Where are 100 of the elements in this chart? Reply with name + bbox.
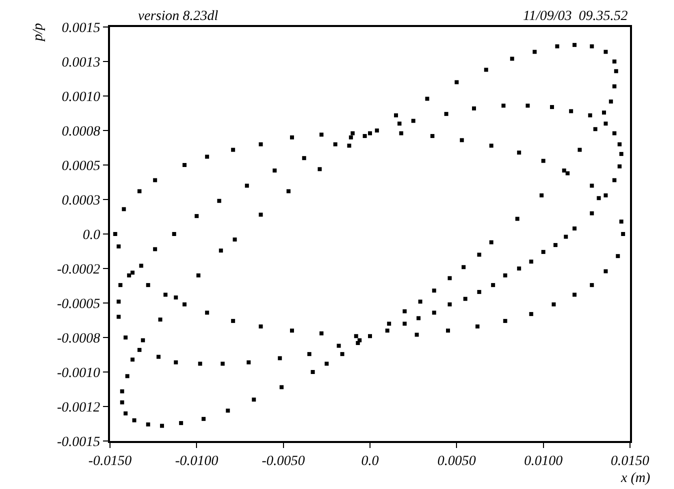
- point: [564, 234, 568, 239]
- point: [572, 292, 577, 297]
- point: [612, 178, 616, 182]
- point: [172, 232, 176, 236]
- point: [174, 295, 178, 300]
- point: [619, 220, 624, 224]
- point: [319, 331, 324, 336]
- point: [385, 328, 390, 333]
- x-tick-label: 0.0100: [524, 454, 563, 469]
- point: [541, 250, 546, 254]
- point: [604, 269, 608, 274]
- point: [572, 42, 577, 47]
- point: [182, 163, 187, 167]
- point: [336, 344, 341, 348]
- y-tick-label: 0.0008: [62, 124, 100, 140]
- x-axis-title: x (m): [620, 471, 650, 486]
- y-tick-label: 0.0013: [62, 55, 100, 70]
- point: [430, 134, 434, 138]
- point: [350, 131, 355, 136]
- point: [156, 354, 161, 359]
- y-tick-label: -0.0005: [57, 296, 100, 312]
- y-tick-label: 0.0: [82, 228, 100, 243]
- point: [555, 44, 560, 48]
- point: [113, 232, 118, 236]
- point: [146, 283, 150, 288]
- point: [137, 348, 142, 352]
- point: [569, 109, 574, 114]
- point: [550, 105, 554, 110]
- point: [621, 232, 626, 236]
- point: [510, 56, 514, 61]
- y-axis-title: p/p: [31, 23, 46, 42]
- point: [526, 104, 530, 108]
- point: [484, 68, 488, 72]
- point: [590, 211, 594, 216]
- point: [179, 421, 184, 426]
- point: [231, 318, 236, 323]
- x-tick-label: -0.0150: [88, 454, 132, 469]
- point: [198, 362, 202, 366]
- point: [324, 362, 329, 366]
- point: [272, 168, 277, 173]
- point: [517, 150, 522, 155]
- point: [368, 131, 372, 136]
- point: [310, 370, 315, 374]
- point: [432, 310, 436, 315]
- point: [602, 110, 606, 115]
- y-tick-label: 0.0010: [62, 90, 100, 105]
- point: [258, 324, 263, 328]
- point: [347, 144, 352, 148]
- point: [416, 316, 421, 320]
- point: [307, 352, 312, 356]
- y-tick-label: 0.0003: [62, 193, 100, 208]
- point: [444, 112, 448, 116]
- point: [232, 238, 237, 242]
- point: [220, 362, 225, 366]
- point: [116, 244, 121, 248]
- point: [278, 356, 282, 360]
- point: [153, 178, 158, 182]
- point: [258, 142, 263, 146]
- point: [448, 302, 452, 306]
- point: [140, 338, 145, 342]
- point: [124, 336, 128, 340]
- point: [614, 69, 618, 74]
- point: [163, 292, 168, 297]
- point: [333, 142, 338, 146]
- y-tick-label: -0.0015: [57, 434, 100, 450]
- point: [541, 158, 546, 163]
- point: [290, 328, 294, 333]
- point: [290, 135, 294, 140]
- point: [348, 135, 353, 140]
- point: [572, 226, 577, 230]
- point: [604, 50, 608, 54]
- point: [462, 265, 466, 270]
- point: [515, 216, 520, 221]
- point: [553, 243, 558, 248]
- point: [158, 318, 162, 322]
- point: [130, 270, 135, 275]
- point: [397, 122, 402, 126]
- point: [593, 127, 598, 132]
- point: [590, 44, 594, 48]
- x-tick-label: -0.0100: [175, 454, 218, 469]
- point: [132, 418, 136, 422]
- point: [460, 138, 464, 142]
- point: [472, 106, 476, 110]
- y-tick-label: -0.0008: [57, 331, 100, 346]
- point: [340, 352, 344, 356]
- point: [562, 168, 566, 173]
- point: [118, 283, 122, 288]
- point: [246, 360, 251, 364]
- point: [387, 322, 392, 326]
- point: [612, 131, 616, 136]
- point: [503, 273, 508, 278]
- point: [160, 424, 164, 428]
- point: [578, 148, 582, 152]
- point: [402, 309, 407, 314]
- point: [218, 248, 223, 253]
- point: [446, 328, 450, 333]
- y-tick-label: -0.0002: [57, 262, 100, 278]
- point: [590, 184, 594, 188]
- point: [612, 60, 616, 64]
- point: [226, 408, 230, 413]
